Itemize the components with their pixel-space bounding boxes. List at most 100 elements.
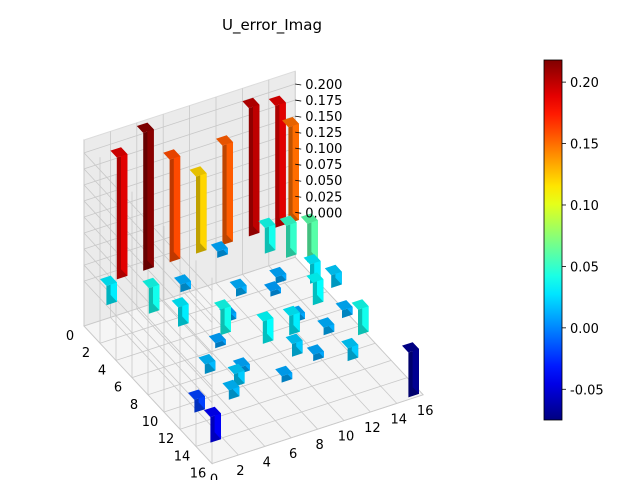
bar-top-face bbox=[216, 135, 233, 146]
y-tick-label: 0 bbox=[210, 473, 218, 480]
z-tick-mark bbox=[295, 179, 302, 182]
bar-top-face bbox=[208, 332, 226, 344]
z-tick-label: 0.175 bbox=[305, 94, 342, 109]
bar-side-face bbox=[279, 95, 286, 225]
bar-top-face bbox=[268, 95, 286, 106]
bar-top-face bbox=[258, 217, 276, 228]
bar-top-face bbox=[282, 305, 300, 316]
gridline-y-floor bbox=[215, 282, 345, 421]
y-tick-label: 4 bbox=[263, 455, 271, 470]
z-tick-mark bbox=[295, 211, 302, 214]
bar-top-face bbox=[163, 149, 181, 160]
bar bbox=[279, 215, 297, 258]
colorbar-tick-label: 0.05 bbox=[570, 260, 599, 275]
bar-side-face bbox=[173, 149, 181, 259]
bar-top-face bbox=[242, 97, 260, 109]
bar bbox=[216, 135, 233, 245]
x-tick-label: 8 bbox=[130, 398, 138, 413]
gridline-z-left bbox=[83, 264, 213, 403]
z-tick-label: 0.025 bbox=[305, 190, 342, 205]
bar bbox=[300, 213, 318, 263]
bar-top-face bbox=[351, 299, 369, 310]
bar bbox=[306, 344, 324, 362]
bar-top-face bbox=[282, 117, 299, 128]
bar bbox=[214, 299, 231, 336]
bar-side-face bbox=[147, 122, 154, 268]
y-axis-ticks: 0 2 4 6 8 10 12 14 16 bbox=[210, 404, 434, 484]
bar bbox=[306, 272, 324, 306]
bar bbox=[171, 297, 189, 327]
bar bbox=[269, 266, 287, 284]
bar bbox=[275, 365, 293, 383]
bar-side-face bbox=[311, 213, 318, 259]
bar-top-face bbox=[171, 297, 189, 308]
z-tick-label: 0.075 bbox=[305, 158, 342, 173]
x-tick-label: 16 bbox=[190, 467, 207, 480]
gridline-z-left bbox=[83, 200, 213, 339]
z-axis-ticks: 0.0000.0250.0500.0750.1000.1250.1500.175… bbox=[295, 78, 342, 221]
y-tick-label: 2 bbox=[236, 464, 244, 479]
gridline-z-left bbox=[83, 248, 213, 387]
bar bbox=[100, 275, 117, 306]
gridline-x-floor bbox=[195, 377, 408, 447]
z-tick-mark bbox=[295, 131, 302, 134]
bar-top-face bbox=[269, 266, 287, 278]
bar-top-face bbox=[341, 337, 359, 349]
bar bbox=[142, 277, 160, 314]
bar-top-face bbox=[264, 281, 281, 292]
bar bbox=[188, 389, 205, 413]
y-tick-label: 14 bbox=[391, 412, 408, 427]
bar-top-face bbox=[100, 275, 117, 286]
colorbar-tick-label: 0.10 bbox=[570, 199, 599, 214]
bar-side-face bbox=[121, 147, 128, 276]
bar-top-face bbox=[189, 166, 207, 177]
bar-top-face bbox=[285, 333, 303, 344]
bar-side-face bbox=[253, 97, 260, 233]
gridline-x-floor bbox=[211, 394, 424, 464]
bar-top-face bbox=[256, 311, 274, 322]
bar-top-face bbox=[300, 213, 318, 224]
gridline-z-back bbox=[83, 83, 296, 154]
bar-side-face bbox=[290, 215, 297, 255]
x-tick-label: 14 bbox=[174, 449, 191, 464]
bar bbox=[110, 147, 128, 280]
y-tick-label: 8 bbox=[315, 438, 323, 453]
bar bbox=[222, 379, 240, 400]
bars-layer bbox=[100, 95, 419, 443]
bar bbox=[351, 299, 369, 336]
chart-title: U_error_Imag bbox=[222, 16, 322, 35]
bar bbox=[335, 300, 353, 319]
gridline-z-left bbox=[83, 232, 213, 371]
bar bbox=[282, 305, 300, 336]
bar bbox=[341, 337, 359, 362]
bar-top-face bbox=[204, 406, 221, 417]
bar bbox=[136, 122, 154, 271]
z-tick-mark bbox=[295, 163, 302, 166]
bar bbox=[208, 332, 226, 349]
bar-top-face bbox=[214, 299, 231, 310]
colorbar-tick-label: -0.05 bbox=[570, 383, 604, 398]
bar-top-face bbox=[324, 264, 342, 276]
bar bbox=[402, 342, 419, 398]
bar bbox=[174, 274, 191, 293]
colorbar-tick-label: 0.15 bbox=[570, 138, 599, 153]
bar bbox=[232, 357, 250, 374]
bar bbox=[324, 264, 342, 288]
bar bbox=[227, 363, 245, 387]
colorbar-tick-label: 0.00 bbox=[570, 322, 599, 337]
z-tick-label: 0.000 bbox=[305, 206, 342, 221]
bar-top-face bbox=[227, 363, 245, 375]
bar-side-face bbox=[412, 342, 419, 394]
bar bbox=[163, 149, 181, 263]
x-tick-label: 0 bbox=[66, 329, 74, 344]
bar-top-face bbox=[275, 365, 293, 377]
bar bbox=[268, 95, 286, 228]
bar bbox=[285, 333, 303, 357]
bar bbox=[204, 406, 221, 443]
y-tick-label: 16 bbox=[417, 404, 434, 419]
bar-side-face bbox=[226, 135, 233, 242]
z-tick-mark bbox=[295, 83, 302, 86]
bar-top-face bbox=[317, 317, 335, 328]
